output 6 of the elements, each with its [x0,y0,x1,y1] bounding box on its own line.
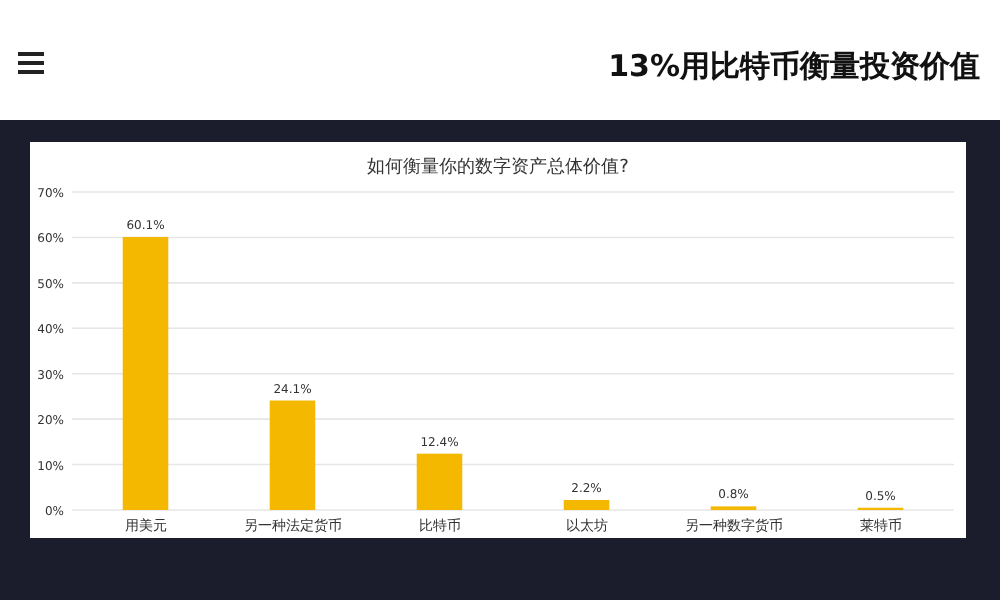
bar [122,236,169,510]
bar [416,453,463,510]
chart-title: 如何衡量你的数字资产总体价值? [367,156,630,178]
text: 13%用比特币衡量投资价值 [608,48,980,84]
bar [563,500,610,510]
bar [269,400,316,510]
